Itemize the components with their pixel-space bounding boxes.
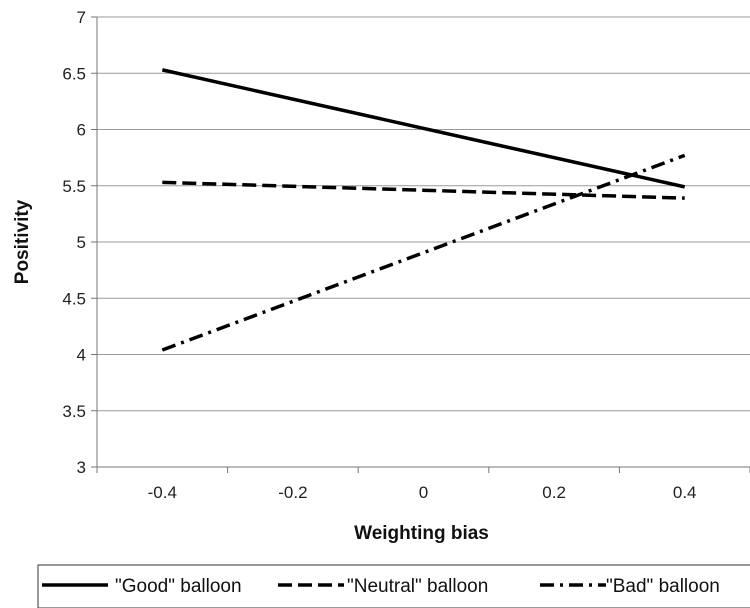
x-tick-label: -0.4 (148, 483, 177, 502)
y-axis-title: Positivity (12, 199, 33, 284)
legend-label-3: "Bad" balloon (606, 576, 720, 597)
legend-label-1: "Good" balloon (115, 576, 242, 597)
x-tick-label: 0 (419, 483, 428, 502)
series-line-1 (161, 68, 686, 189)
series-lines (161, 68, 686, 352)
y-tick-label: 6 (77, 121, 86, 140)
legend-label-2: "Neutral" balloon (347, 576, 488, 597)
series-line-3 (161, 153, 686, 352)
y-ticks: 3 3.5 4 4.5 5 5.5 6 6.5 7 (62, 8, 97, 477)
x-tick-label: 0.4 (673, 483, 697, 502)
y-tick-label: 3 (77, 458, 86, 477)
legend-box (37, 564, 750, 608)
x-tick-label: -0.2 (278, 483, 307, 502)
x-axis-title: Weighting bias (354, 523, 489, 544)
x-tick-label: 0.2 (542, 483, 566, 502)
y-tick-label: 7 (77, 8, 86, 27)
y-tick-label: 5 (77, 233, 86, 252)
x-ticks: -0.4 -0.2 0 0.2 0.4 (96, 467, 750, 502)
series-line-2 (162, 180, 685, 200)
y-tick-label: 3.5 (62, 402, 86, 421)
legend: "Good" balloon "Neutral" balloon "Bad" bal… (37, 564, 750, 608)
y-tick-label: 4 (77, 346, 86, 365)
y-tick-label: 6.5 (62, 64, 86, 83)
y-tick-label: 5.5 (62, 177, 86, 196)
y-tick-label: 4.5 (62, 289, 86, 308)
